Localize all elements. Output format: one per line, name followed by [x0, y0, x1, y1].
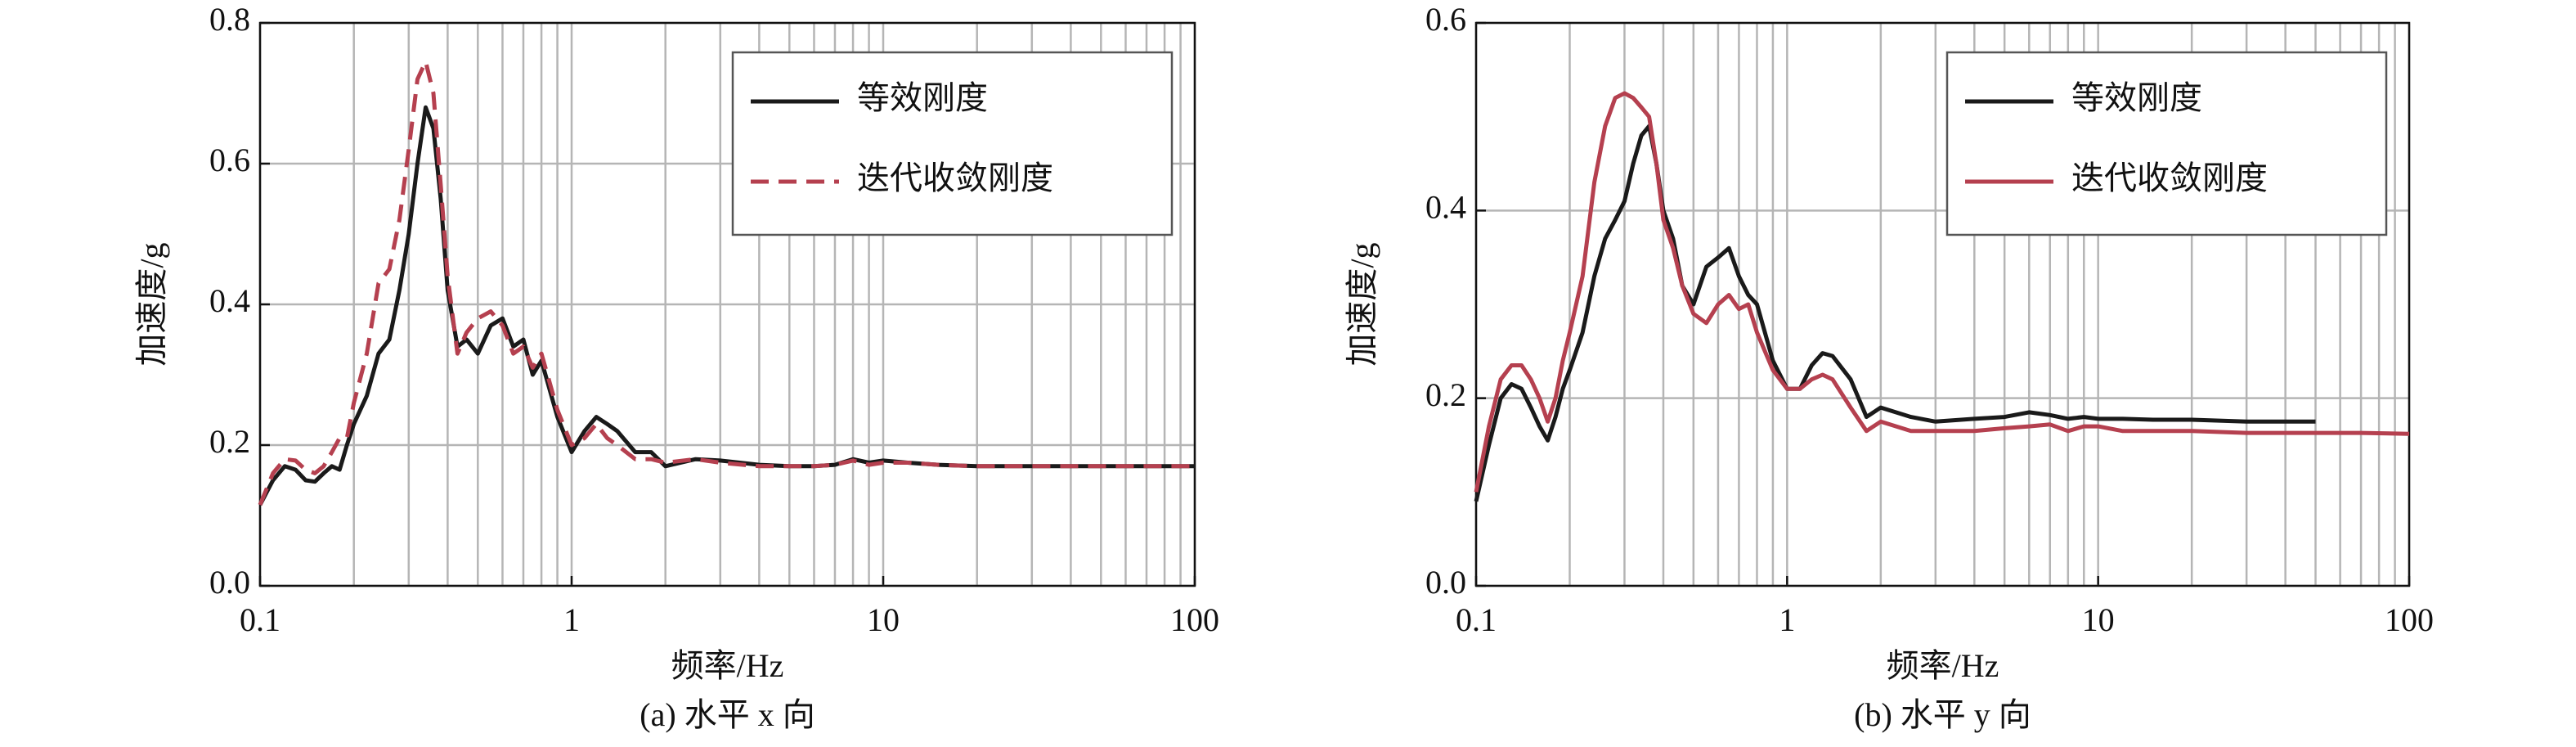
series-line — [258, 59, 1195, 506]
x-axis-label: 频率/Hz — [1887, 647, 1999, 684]
y-tick-label: 0.2 — [1425, 376, 1466, 413]
x-tick-label: 0.1 — [1456, 601, 1497, 638]
y-axis-label: 加速度/g — [1344, 242, 1380, 366]
y-tick-label: 0.4 — [1425, 189, 1466, 226]
legend-label: 迭代收敛刚度 — [2071, 160, 2268, 196]
y-tick-label: 0.6 — [1425, 1, 1466, 38]
y-tick-label: 0.6 — [209, 142, 250, 178]
x-tick-label: 10 — [867, 601, 900, 638]
y-tick-label: 0.0 — [1425, 564, 1466, 601]
legend-box — [731, 51, 1174, 236]
y-axis-label: 加速度/g — [133, 242, 170, 366]
plot-frame — [1474, 21, 2411, 587]
caption: (b) 水平 y 向 — [1854, 696, 2031, 733]
series-line — [1474, 124, 2316, 502]
legend-label: 等效刚度 — [857, 79, 988, 116]
legend-box — [1945, 51, 2388, 236]
plot-frame — [258, 21, 1196, 587]
series-line — [1474, 91, 2410, 493]
legend-label: 等效刚度 — [2071, 79, 2202, 116]
y-tick-label: 0.2 — [209, 423, 250, 460]
legend-label: 迭代收敛刚度 — [857, 160, 1053, 196]
x-tick-label: 100 — [2385, 601, 2434, 638]
x-tick-label: 1 — [563, 601, 580, 638]
x-tick-label: 1 — [1779, 601, 1795, 638]
y-tick-label: 0.8 — [209, 1, 250, 38]
y-tick-label: 0.4 — [209, 282, 250, 319]
y-tick-label: 0.0 — [209, 564, 250, 601]
x-axis-label: 频率/Hz — [671, 647, 784, 684]
x-tick-label: 10 — [2082, 601, 2115, 638]
x-tick-label: 100 — [1170, 601, 1219, 638]
caption: (a) 水平 x 向 — [640, 696, 815, 733]
x-tick-label: 0.1 — [240, 601, 280, 638]
